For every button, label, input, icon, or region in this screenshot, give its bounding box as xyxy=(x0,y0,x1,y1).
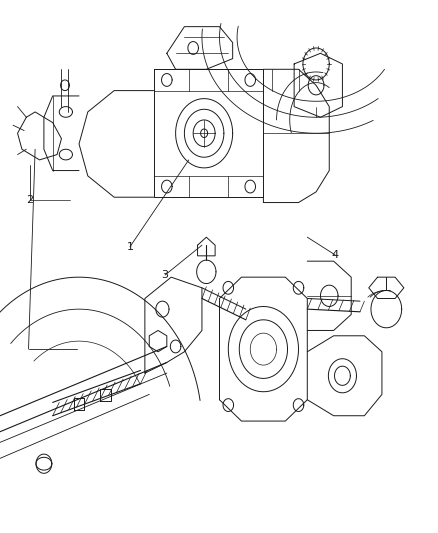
Text: 2: 2 xyxy=(26,195,33,205)
Text: 4: 4 xyxy=(331,250,338,260)
Text: 3: 3 xyxy=(161,270,168,280)
Text: 1: 1 xyxy=(126,242,133,252)
